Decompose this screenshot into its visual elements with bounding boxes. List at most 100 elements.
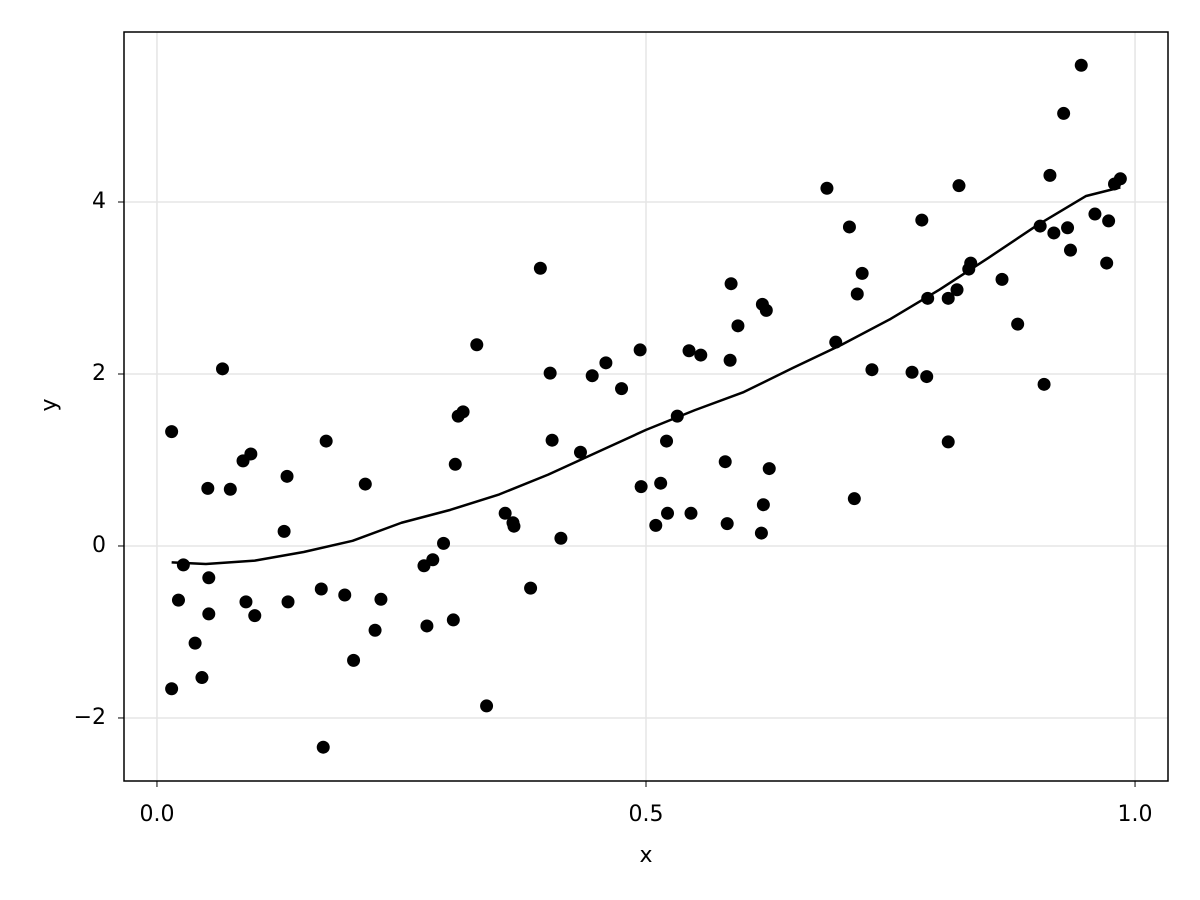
point — [633, 343, 647, 357]
point — [1061, 221, 1075, 235]
point — [470, 338, 484, 352]
point — [661, 506, 675, 520]
point — [585, 369, 599, 383]
point — [759, 303, 773, 317]
point — [950, 283, 964, 297]
point — [615, 382, 629, 396]
point — [480, 699, 494, 713]
marks — [165, 58, 1127, 754]
point — [1037, 377, 1051, 391]
point — [1100, 256, 1114, 270]
y-tick-label: −2 — [74, 705, 106, 730]
point — [654, 476, 668, 490]
point — [554, 531, 568, 545]
x-tick-label: 0.5 — [629, 802, 664, 827]
point — [573, 445, 587, 459]
fit-line — [171, 186, 1121, 566]
point — [319, 434, 333, 448]
point — [941, 435, 955, 449]
point — [446, 613, 460, 627]
point — [524, 581, 538, 595]
point — [820, 181, 834, 195]
point — [248, 609, 262, 623]
point — [281, 595, 295, 609]
point — [1043, 168, 1057, 182]
point — [347, 653, 361, 667]
point — [1063, 243, 1077, 257]
point — [437, 536, 451, 550]
x-axis-label: x — [639, 843, 652, 868]
point — [165, 682, 179, 696]
point — [684, 506, 698, 520]
point — [865, 363, 879, 377]
y-tick-label: 0 — [92, 533, 106, 558]
point — [1011, 317, 1025, 331]
point — [165, 425, 179, 439]
y-axis-label: y — [37, 398, 62, 411]
point — [426, 553, 440, 567]
point — [995, 272, 1009, 286]
point — [1057, 106, 1071, 120]
point — [244, 447, 258, 461]
y-tick-label: 2 — [92, 361, 106, 386]
point — [855, 266, 869, 280]
point — [498, 506, 512, 520]
point — [634, 480, 648, 494]
point — [543, 366, 557, 380]
point — [723, 353, 737, 367]
point — [718, 455, 732, 469]
point — [316, 740, 330, 754]
point — [277, 524, 291, 538]
point — [358, 477, 372, 491]
point — [952, 179, 966, 193]
point — [649, 518, 663, 532]
grid — [124, 32, 1168, 781]
point — [941, 291, 955, 305]
point — [533, 261, 547, 275]
point — [842, 220, 856, 234]
point — [176, 558, 190, 572]
point — [374, 592, 388, 606]
point — [338, 588, 352, 602]
point — [420, 619, 434, 633]
point — [724, 277, 738, 291]
point — [545, 433, 559, 447]
point — [660, 434, 674, 448]
point — [1047, 226, 1061, 240]
point — [507, 519, 521, 533]
x-tick-label: 1.0 — [1118, 802, 1153, 827]
point — [920, 370, 934, 384]
point — [1074, 58, 1088, 72]
point — [239, 595, 253, 609]
point — [694, 348, 708, 362]
x-tick-label: 0.0 — [139, 802, 174, 827]
point — [215, 362, 229, 376]
point — [720, 517, 734, 531]
point — [202, 571, 216, 585]
point — [1113, 172, 1127, 186]
point — [682, 344, 696, 358]
point — [202, 607, 216, 621]
point — [1088, 207, 1102, 221]
point — [223, 482, 237, 496]
point — [754, 526, 768, 540]
point — [280, 469, 294, 483]
point — [731, 319, 745, 333]
point — [368, 623, 382, 637]
y-tick-label: 4 — [92, 189, 106, 214]
point — [1102, 214, 1116, 228]
point — [756, 498, 770, 512]
point — [195, 671, 209, 685]
point — [599, 356, 613, 370]
point — [915, 213, 929, 227]
point — [188, 636, 202, 650]
point — [762, 462, 776, 476]
point — [456, 405, 470, 419]
point — [314, 582, 328, 596]
point — [847, 492, 861, 506]
point — [850, 287, 864, 301]
point — [201, 481, 215, 495]
point — [448, 457, 462, 471]
